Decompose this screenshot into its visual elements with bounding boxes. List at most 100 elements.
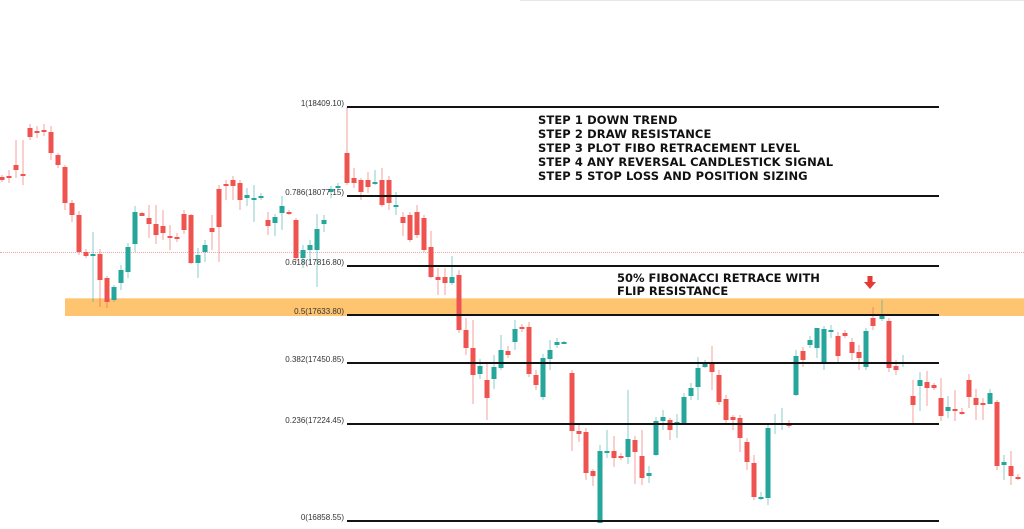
bear-candle — [153, 205, 159, 244]
bear-candle — [484, 363, 490, 420]
bear-candle — [265, 212, 271, 235]
bear-candle — [533, 370, 539, 390]
bear-candle — [966, 374, 972, 408]
bull-candle — [793, 350, 799, 396]
bull-candle — [604, 430, 610, 458]
bear-candle — [48, 126, 54, 160]
bear-candle — [435, 268, 441, 295]
bear-candle — [994, 400, 1000, 470]
bear-candle — [716, 370, 722, 405]
bear-candle — [611, 436, 617, 467]
bear-candle — [104, 276, 110, 308]
bull-candle — [917, 372, 923, 411]
bear-candle — [188, 214, 194, 264]
bull-candle — [335, 183, 341, 190]
bear-candle — [286, 210, 292, 215]
bull-candle — [646, 466, 652, 483]
bull-candle — [449, 256, 455, 285]
bull-candle — [688, 383, 694, 400]
bull-candle — [987, 389, 993, 404]
step-2: STEP 2 DRAW RESISTANCE — [538, 127, 712, 141]
bull-candle — [258, 193, 264, 200]
bear-candle — [931, 383, 937, 390]
bear-candle — [379, 168, 385, 207]
fib-level-label: 0.236(17224.45) — [285, 416, 344, 425]
bear-candle — [730, 415, 736, 430]
bull-candle — [807, 336, 813, 348]
bear-candle — [959, 408, 965, 415]
fib-level-label: 0.786(18077.15) — [285, 188, 344, 197]
fib-level-label: 1(18409.10) — [300, 99, 344, 108]
bear-candle — [27, 124, 33, 140]
bear-candle — [576, 423, 582, 442]
bull-candle — [314, 214, 320, 287]
bull-candle — [118, 265, 124, 290]
bear-candle — [505, 346, 511, 358]
bear-candle — [407, 212, 413, 242]
bear-candle — [216, 185, 222, 262]
bear-candle — [421, 215, 427, 252]
bear-candle — [223, 180, 229, 200]
bear-candle — [463, 318, 469, 355]
bear-candle — [237, 180, 243, 210]
bull-candle — [321, 215, 327, 232]
bear-candle — [167, 225, 173, 250]
bull-candle — [625, 390, 631, 464]
bull-candle — [279, 196, 285, 230]
bear-candle — [41, 124, 47, 136]
bear-candle — [980, 398, 986, 420]
bear-candle — [365, 172, 371, 193]
bear-candle — [973, 389, 979, 420]
bull-candle — [491, 355, 497, 389]
bear-candle — [344, 107, 350, 185]
bear-candle — [583, 428, 589, 480]
bull-candle — [660, 410, 666, 430]
bear-candle — [414, 205, 420, 238]
bear-candle — [83, 249, 89, 258]
bull-candle — [202, 240, 208, 262]
bear-candle — [139, 212, 145, 216]
fib-level-line — [347, 314, 939, 316]
bull-candle — [674, 414, 680, 438]
bear-candle — [0, 175, 5, 182]
fib-level-line — [347, 520, 939, 522]
bear-candle — [618, 453, 624, 460]
fib-level-line — [347, 362, 939, 364]
bear-candle — [519, 324, 525, 332]
bear-candle — [442, 268, 448, 295]
bear-candle — [230, 176, 236, 200]
step-3: STEP 3 PLOT FIBO RETRACEMENT LEVEL — [538, 141, 801, 155]
bear-candle — [456, 270, 462, 333]
bear-candle — [856, 345, 862, 370]
bull-candle — [540, 354, 546, 400]
step-5: STEP 5 STOP LOSS AND POSITION SIZING — [538, 169, 808, 183]
bear-candle — [1015, 474, 1021, 480]
bear-candle — [76, 211, 82, 255]
bear-candle — [835, 332, 841, 364]
bear-candle — [1008, 451, 1014, 485]
fib-level-label: 0.5(17633.80) — [294, 307, 344, 316]
bear-candle — [938, 378, 944, 421]
bear-candle — [569, 370, 575, 451]
zone-note-line1: 50% FIBONACCI RETRACE WITH — [617, 271, 820, 285]
price-line — [0, 252, 1024, 253]
bear-candle — [800, 347, 806, 367]
bear-candle — [751, 455, 757, 500]
bull-candle — [695, 357, 701, 400]
bull-candle — [328, 186, 334, 198]
bull-candle — [1001, 455, 1007, 480]
bear-candle — [428, 231, 434, 278]
step-1: STEP 1 DOWN TREND — [538, 113, 678, 127]
bull-candle — [828, 325, 834, 338]
bull-candle — [765, 425, 771, 505]
step-4: STEP 4 ANY REVERSAL CANDLESTICK SIGNAL — [538, 155, 834, 169]
bull-candle — [195, 248, 201, 278]
bear-candle — [209, 215, 215, 250]
bear-candle — [744, 438, 750, 470]
bull-candle — [681, 393, 687, 425]
bull-candle — [945, 396, 951, 418]
bear-candle — [174, 233, 180, 242]
bear-candle — [34, 126, 40, 138]
bear-candle — [97, 249, 103, 307]
